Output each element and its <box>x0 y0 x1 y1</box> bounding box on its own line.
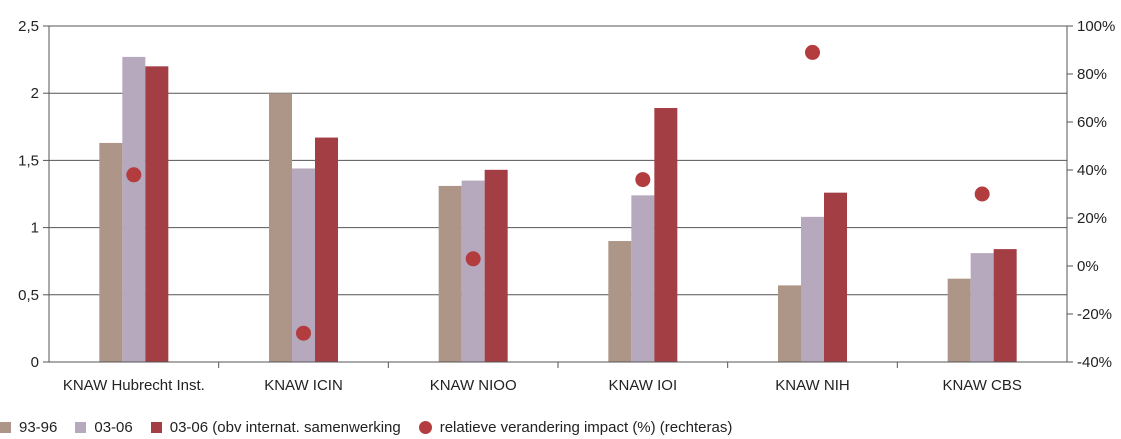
category-label: KNAW CBS <box>942 377 1021 394</box>
impact-dot <box>296 325 311 341</box>
right-tick-label: 100% <box>1077 18 1115 35</box>
right-tick-label: -20% <box>1077 306 1112 323</box>
bar <box>608 241 632 362</box>
category-label: KNAW Hubrecht Inst. <box>63 377 205 394</box>
impact-dots <box>126 44 990 341</box>
left-tick-label: 2 <box>31 85 39 102</box>
category-label: KNAW NIH <box>775 377 849 394</box>
right-axis-ticks: -40% -20% 0% 20% 40% 60% 80% 100% <box>1077 18 1115 371</box>
legend-swatch <box>418 420 432 434</box>
legend-item-03-06-intl: 03-06 (obv internat. samenwerking <box>150 418 401 436</box>
bar <box>99 142 123 362</box>
bar <box>269 93 292 362</box>
left-tick-label: 0 <box>31 354 39 371</box>
legend-item-impact: relatieve verandering impact (%) (rechte… <box>418 418 733 436</box>
right-tick-label: 60% <box>1077 114 1107 131</box>
bar-chart: 00,511,522,5 -40%-20%0%20%40%60%80%100% … <box>18 18 1115 394</box>
bar <box>315 137 338 362</box>
impact-dot <box>635 172 651 188</box>
bar <box>484 169 508 362</box>
bar <box>778 285 801 362</box>
legend-label: 03-06 <box>94 418 133 436</box>
axes <box>43 25 1073 368</box>
left-tick-label: 1,5 <box>18 152 39 169</box>
category-label: KNAW ICIN <box>264 377 343 394</box>
left-tick-label: 2,5 <box>18 18 39 35</box>
bars <box>99 56 1017 363</box>
bar <box>824 192 847 362</box>
gridlines <box>49 25 1067 296</box>
bar <box>438 185 462 362</box>
legend-item-03-06: 03-06 <box>75 418 133 436</box>
legend-swatch <box>0 421 11 433</box>
right-tick-label: -40% <box>1077 354 1112 371</box>
right-tick-label: 0% <box>1077 258 1099 275</box>
impact-dot <box>126 167 142 183</box>
legend-label: 03-06 (obv internat. samenwerking <box>169 418 401 436</box>
right-tick-label: 20% <box>1077 210 1107 227</box>
legend-swatch <box>75 421 87 433</box>
category-label: KNAW IOI <box>609 377 678 394</box>
legend-label: relatieve verandering impact (%) (rechte… <box>439 418 733 436</box>
bar <box>801 216 824 362</box>
bar <box>145 66 169 362</box>
bar <box>292 168 315 362</box>
bar <box>970 253 994 362</box>
impact-dot <box>805 44 820 60</box>
left-tick-label: 1 <box>31 220 39 237</box>
category-label: KNAW NIOO <box>430 377 517 394</box>
legend-item-93-96: 93-96 <box>0 419 57 436</box>
legend-swatch <box>150 421 162 433</box>
x-axis-ticks: KNAW Hubrecht Inst. KNAW ICIN KNAW NIOO KNA… <box>63 377 1022 394</box>
right-tick-label: 40% <box>1077 162 1107 179</box>
bar <box>122 56 146 363</box>
impact-dot <box>974 186 990 202</box>
left-axis-ticks: 0 0,5 1 1,5 2 2,5 <box>18 18 39 371</box>
right-tick-label: 80% <box>1077 66 1107 83</box>
bar <box>993 249 1017 362</box>
legend-label: 93-96 <box>19 418 58 436</box>
legend: 93-96 03-06 03-06 (obv internat. samenwe… <box>0 416 750 438</box>
left-tick-label: 0,5 <box>18 287 39 304</box>
impact-dot <box>465 251 481 267</box>
bar <box>631 195 655 362</box>
bar <box>947 278 971 362</box>
bar <box>654 107 678 362</box>
bar <box>461 180 485 362</box>
